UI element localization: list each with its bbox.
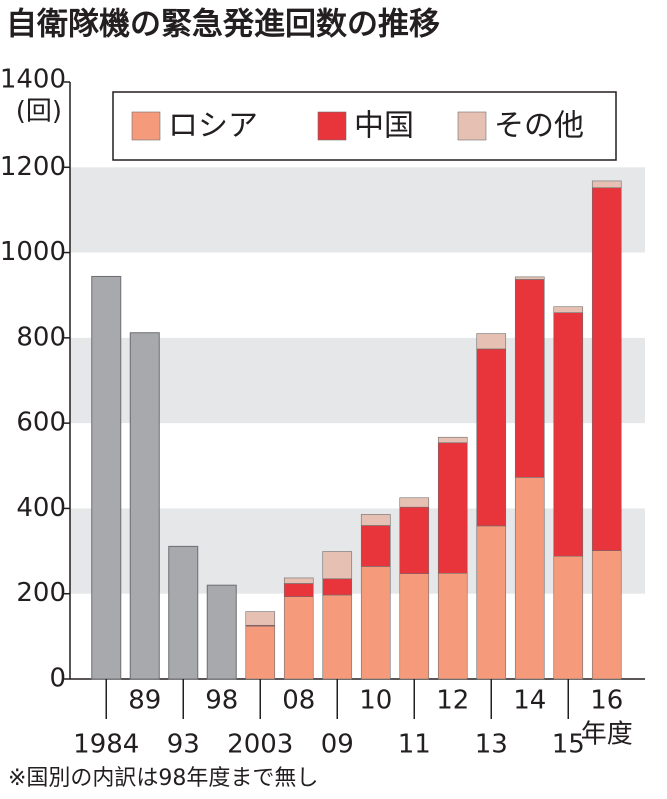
legend-label: 中国 xyxy=(354,109,414,144)
y-tick-label: 400 xyxy=(16,493,66,523)
x-tick-label: 10 xyxy=(359,686,392,716)
bar-segment xyxy=(322,578,353,596)
bar-segment xyxy=(553,312,584,557)
bar-segment xyxy=(399,497,430,508)
bar-segment xyxy=(322,594,353,680)
bar xyxy=(206,584,237,680)
bar-segment xyxy=(476,348,507,527)
legend-label: ロシア xyxy=(168,109,258,144)
bar-segment xyxy=(360,566,391,680)
legend: ロシア 中国 その他 xyxy=(112,91,617,161)
note: ※国別の内訳は98年度まで無し xyxy=(8,766,318,791)
bar-segment xyxy=(283,583,314,597)
bar-segment xyxy=(437,442,468,574)
bar-segment xyxy=(399,506,430,574)
bar-segment xyxy=(399,573,430,680)
x-tick-label: 11 xyxy=(398,730,431,760)
y-unit: (回) xyxy=(16,97,62,127)
legend-label: その他 xyxy=(494,109,584,144)
legend-swatch xyxy=(457,111,487,141)
x-tick-label: 13 xyxy=(475,730,508,760)
x-tick-label: 16 xyxy=(590,686,623,716)
bar-segment xyxy=(591,180,622,189)
legend-swatch xyxy=(131,111,161,141)
bar-segment xyxy=(476,525,507,680)
x-tick-label: 1984 xyxy=(73,730,139,760)
bar-segment xyxy=(283,596,314,680)
bar-segment xyxy=(476,333,507,350)
bar-segment xyxy=(591,550,622,680)
grid-band xyxy=(70,337,645,424)
bar-segment xyxy=(553,306,584,313)
y-tick-label: 1000 xyxy=(0,237,66,267)
x-tick-label: 12 xyxy=(436,686,469,716)
bar-segment xyxy=(360,525,391,567)
grid-band xyxy=(70,508,645,594)
x-tick-label: 14 xyxy=(513,686,546,716)
x-tick-label: 08 xyxy=(282,686,315,716)
bar-segment xyxy=(514,276,545,280)
bar-segment xyxy=(514,476,545,680)
chart-title: 自衛隊機の緊急発進回数の推移 xyxy=(6,7,440,43)
x-tick-label: 15 xyxy=(552,730,585,760)
y-tick-label: 1400 xyxy=(0,65,66,95)
bar-segment xyxy=(245,611,276,626)
x-tick-label: 89 xyxy=(128,686,161,716)
bar xyxy=(91,275,122,680)
bar-segment xyxy=(553,555,584,680)
grid-band xyxy=(70,167,645,253)
y-tick-label: 600 xyxy=(16,408,66,438)
bar-segment xyxy=(245,625,276,680)
y-tick-label: 800 xyxy=(16,322,66,352)
bar-segment xyxy=(322,551,353,580)
bar-segment xyxy=(283,577,314,584)
bar-segment xyxy=(360,514,391,526)
x-tick-label: 98 xyxy=(205,686,238,716)
y-tick-label: 0 xyxy=(49,664,66,694)
bar-segment xyxy=(437,436,468,444)
bar xyxy=(129,332,160,680)
bar-segment xyxy=(437,572,468,680)
y-tick-label: 1200 xyxy=(0,152,66,182)
y-tick-label: 200 xyxy=(16,578,66,608)
x-tick-label: 09 xyxy=(321,730,354,760)
bar-segment xyxy=(591,187,622,551)
legend-box xyxy=(112,91,617,161)
x-tick-label: 93 xyxy=(167,730,200,760)
bar xyxy=(168,545,199,680)
bar-segment xyxy=(514,279,545,478)
x-tick-label: 2003 xyxy=(227,730,293,760)
legend-swatch xyxy=(317,111,347,141)
x-suffix: 年度 xyxy=(581,720,633,750)
